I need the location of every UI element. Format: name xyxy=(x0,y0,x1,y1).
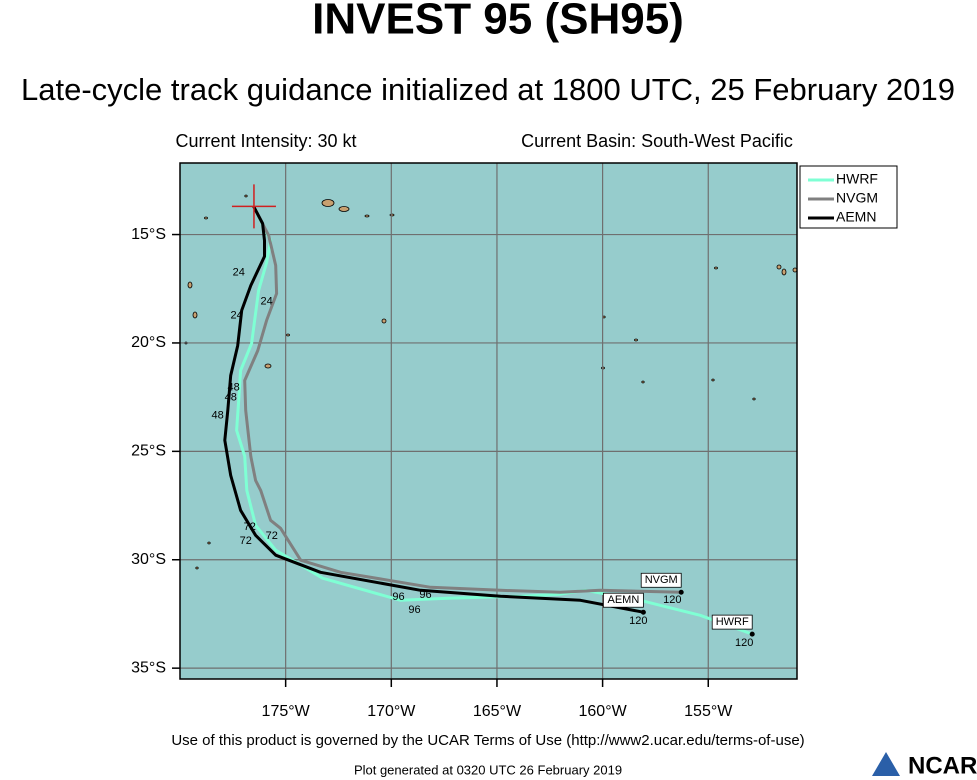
hour-label: 120 xyxy=(629,615,647,627)
island xyxy=(195,566,199,570)
end-label-box xyxy=(602,592,644,608)
legend-label: NVGM xyxy=(836,190,878,206)
island xyxy=(776,264,782,270)
hour-label: 96 xyxy=(419,589,431,601)
track-line xyxy=(223,205,644,614)
hour-label: 72 xyxy=(244,521,256,533)
island xyxy=(389,213,395,217)
logo-mark xyxy=(872,752,900,776)
island xyxy=(204,216,208,220)
island xyxy=(364,214,370,218)
y-tick-label: 30°S xyxy=(131,551,166,568)
end-label: HWRF xyxy=(716,616,749,628)
island xyxy=(192,311,198,319)
track-end xyxy=(640,609,646,615)
hour-label: 24 xyxy=(261,295,273,307)
x-tick-label: 170°W xyxy=(367,703,416,720)
track-line xyxy=(243,205,682,594)
legend-frame xyxy=(799,165,898,229)
hour-label: 96 xyxy=(408,604,420,616)
logo-text: NCAR xyxy=(908,752,977,779)
intensity-info: Current Intensity: 30 kt xyxy=(175,131,356,151)
hour-label: 48 xyxy=(225,391,237,403)
island xyxy=(286,333,290,337)
end-label: AEMN xyxy=(607,594,639,606)
end-label-box xyxy=(640,572,682,588)
island xyxy=(338,206,350,212)
map-frame xyxy=(179,162,798,680)
track-end xyxy=(678,589,684,595)
hour-label: 72 xyxy=(266,530,278,542)
island xyxy=(634,338,638,342)
legend-label: AEMN xyxy=(836,209,876,225)
island xyxy=(207,541,211,545)
island xyxy=(244,194,248,198)
y-tick-label: 20°S xyxy=(131,334,166,351)
hour-label: 120 xyxy=(735,637,753,649)
island xyxy=(752,397,756,401)
x-tick-label: 160°W xyxy=(579,703,628,720)
basin-info: Current Basin: South-West Pacific xyxy=(521,131,793,151)
y-tick-label: 15°S xyxy=(131,226,166,243)
island xyxy=(714,266,718,270)
ncar-logo: NCAR xyxy=(872,752,977,779)
island xyxy=(381,318,387,324)
end-label-box xyxy=(711,614,753,630)
y-tick-label: 35°S xyxy=(131,659,166,676)
chart-title: INVEST 95 (SH95) xyxy=(312,0,684,44)
hour-label: 72 xyxy=(240,535,252,547)
generated-note: Plot generated at 0320 UTC 26 February 2… xyxy=(354,762,622,777)
hour-label: 120 xyxy=(663,594,681,606)
chart-subtitle: Late-cycle track guidance initialized at… xyxy=(21,72,955,107)
x-tick-label: 175°W xyxy=(262,703,311,720)
x-tick-label: 165°W xyxy=(473,703,522,720)
end-label: NVGM xyxy=(645,574,678,586)
legend-label: HWRF xyxy=(836,171,878,187)
island xyxy=(711,378,715,382)
island xyxy=(187,281,193,289)
island xyxy=(781,268,787,276)
island xyxy=(321,199,335,207)
hour-label: 96 xyxy=(392,591,404,603)
hour-label: 48 xyxy=(228,381,240,393)
hour-label: 48 xyxy=(211,409,223,421)
map-background xyxy=(180,163,797,679)
hour-label: 24 xyxy=(231,309,243,321)
y-tick-label: 25°S xyxy=(131,443,166,460)
track-end xyxy=(749,631,755,637)
hour-label: 24 xyxy=(233,266,245,278)
terms-footer: Use of this product is governed by the U… xyxy=(171,732,804,749)
island xyxy=(264,363,272,369)
island xyxy=(641,380,645,384)
x-tick-label: 155°W xyxy=(684,703,733,720)
